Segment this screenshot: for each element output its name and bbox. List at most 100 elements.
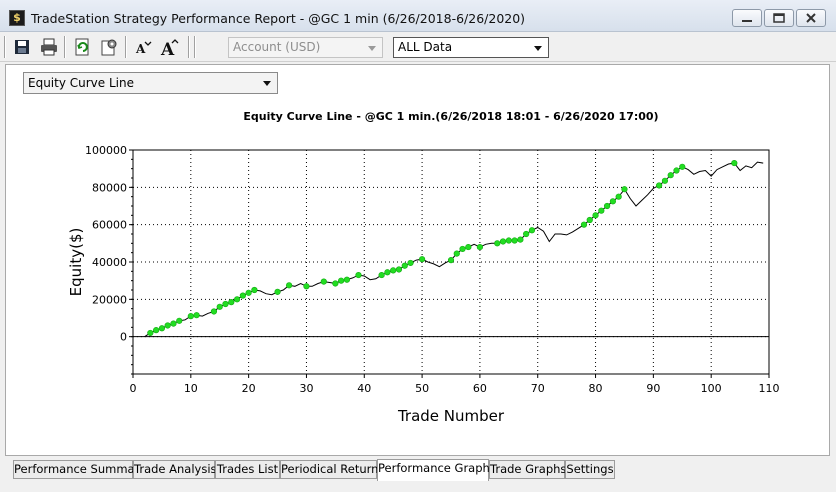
data-filter-value: ALL Data [398,40,453,54]
new-high-marker [343,276,351,283]
toolbar-separator [194,36,196,58]
toolbar-grip [4,36,6,58]
new-high-marker [667,172,674,179]
account-currency-select[interactable]: Account (USD) [228,37,383,58]
graph-type-value: Equity Curve Line [28,76,134,90]
new-high-marker [731,159,738,167]
new-high-marker [604,202,611,210]
minimize-button[interactable] [732,9,762,27]
new-high-marker [453,250,460,257]
new-high-marker [233,296,241,303]
x-tick-label: 20 [242,382,256,395]
tab-settings[interactable]: Settings [565,460,615,479]
new-high-marker [673,167,680,174]
new-high-marker [286,282,293,289]
new-high-marker [621,186,628,193]
new-high-marker [447,257,455,264]
new-high-marker [528,227,536,234]
x-tick-label: 100 [701,382,722,395]
tab-trade-analysis[interactable]: Trade Analysis [133,460,217,479]
new-high-marker [505,237,512,244]
x-tick-label: 80 [589,382,603,395]
new-high-marker [320,278,327,285]
restore-button[interactable] [764,9,794,27]
x-tick-label: 10 [184,382,198,395]
new-high-marker [378,271,385,279]
toolbar-separator [188,36,190,58]
print-button[interactable] [38,36,60,58]
settings-button[interactable] [98,36,120,58]
new-high-marker [245,289,252,296]
tab-trades-list[interactable]: Trades List [215,460,280,479]
increase-font-button[interactable]: A [159,36,181,58]
new-high-marker [592,212,599,219]
new-high-marker [523,230,530,238]
new-high-marker [511,237,518,244]
toolbar: A A Account (USD) ALL Data [0,32,836,62]
new-high-marker [147,329,154,337]
tab-trade-graphs[interactable]: Trade Graphs [489,460,566,479]
tab-performance-summary[interactable]: Performance Summary [13,460,146,479]
close-button[interactable] [796,9,826,27]
toolbar-separator [125,36,127,58]
save-icon [15,40,29,54]
y-tick-label: 100000 [85,144,127,157]
new-high-marker [499,238,507,245]
chevron-down-icon [534,46,542,51]
decrease-font-icon: A [135,41,152,56]
tradestation-app-icon: $ [9,10,25,26]
x-axis-label: Trade Number [397,407,505,425]
new-high-marker [170,320,177,327]
data-filter-select[interactable]: ALL Data [393,37,549,58]
new-high-marker [216,303,223,310]
tab-periodical-returns[interactable]: Periodical Returns [280,460,384,479]
y-tick-label: 40000 [92,256,127,269]
new-high-marker [679,163,686,170]
chevron-down-icon [263,81,271,86]
account-currency-value: Account (USD) [233,40,321,54]
new-high-marker [164,322,171,329]
new-high-marker [239,292,246,299]
chevron-down-icon [368,46,376,51]
tab-performance-graphs[interactable]: Performance Graphs [377,459,496,481]
x-tick-label: 0 [130,382,137,395]
new-high-marker [615,193,622,200]
refresh-button[interactable] [71,36,93,58]
new-high-marker [274,288,281,295]
window-title: TradeStation Strategy Performance Report… [31,11,526,26]
x-tick-label: 50 [415,382,429,395]
new-high-marker [153,327,160,334]
x-tick-label: 110 [759,382,780,395]
new-high-marker [303,283,310,290]
new-high-marker [586,216,593,224]
new-high-marker [459,245,466,253]
restore-icon [773,13,785,23]
refresh-icon [75,38,89,56]
settings-icon [101,39,117,56]
new-high-marker [176,317,183,324]
new-high-marker [656,182,663,189]
graph-type-select[interactable]: Equity Curve Line [23,72,278,94]
save-button[interactable] [11,36,33,58]
new-high-marker [251,286,258,294]
increase-font-icon: A [160,39,179,58]
close-icon [806,13,816,23]
equity-curve-chart: Equity Curve Line - @GC 1 min.(6/26/2018… [67,110,780,425]
decrease-font-button[interactable]: A [132,36,154,58]
new-high-marker [517,236,524,243]
toolbar-separator [64,36,66,58]
print-icon [41,38,57,56]
new-high-marker [384,269,391,276]
new-high-marker [661,177,669,184]
x-tick-label: 90 [646,382,660,395]
new-high-marker [407,259,414,267]
new-high-marker [401,262,408,269]
report-tabs: Performance Summary Trade Analysis Trade… [0,458,836,492]
y-tick-label: 20000 [92,293,127,306]
new-high-marker [609,198,616,205]
new-high-marker [355,271,362,279]
y-tick-label: 0 [120,331,127,344]
new-high-marker [494,240,501,247]
x-tick-label: 40 [357,382,371,395]
x-tick-label: 70 [531,382,545,395]
